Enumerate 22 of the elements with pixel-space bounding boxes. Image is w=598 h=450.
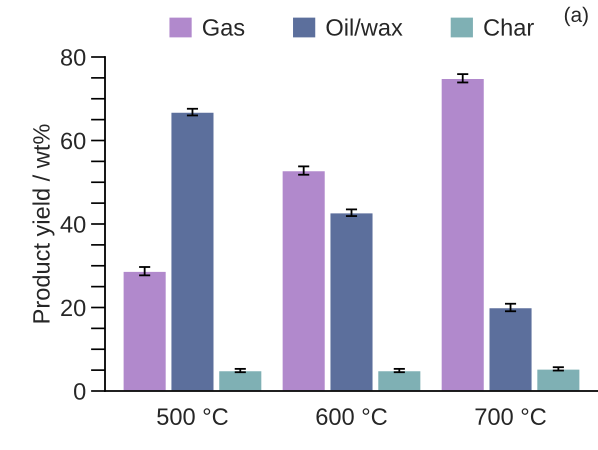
bar: [170, 111, 215, 391]
y-axis-title: Product yield / wt%: [32, 124, 54, 322]
bar: [536, 368, 581, 391]
x-tick-label: 500 °C: [157, 408, 228, 426]
bar: [281, 170, 326, 391]
legend-label: Char: [484, 18, 534, 36]
legend-label: Gas: [203, 19, 244, 36]
y-tick-label: 20: [61, 300, 86, 316]
bar: [329, 212, 374, 391]
x-tick-label: 700 °C: [476, 408, 546, 426]
x-tick-label: 600 °C: [316, 408, 387, 426]
bar: [218, 370, 263, 391]
legend-label: Oil/wax: [326, 18, 403, 36]
y-tick-label: 60: [61, 132, 86, 150]
y-tick-label: 0: [74, 383, 86, 400]
bar: [376, 370, 422, 391]
bar: [440, 78, 486, 391]
bar: [488, 306, 533, 391]
text: (a): [564, 6, 588, 26]
bar: [122, 270, 168, 391]
y-tick-label: 80: [61, 49, 86, 66]
y-tick-label: 40: [60, 216, 86, 233]
